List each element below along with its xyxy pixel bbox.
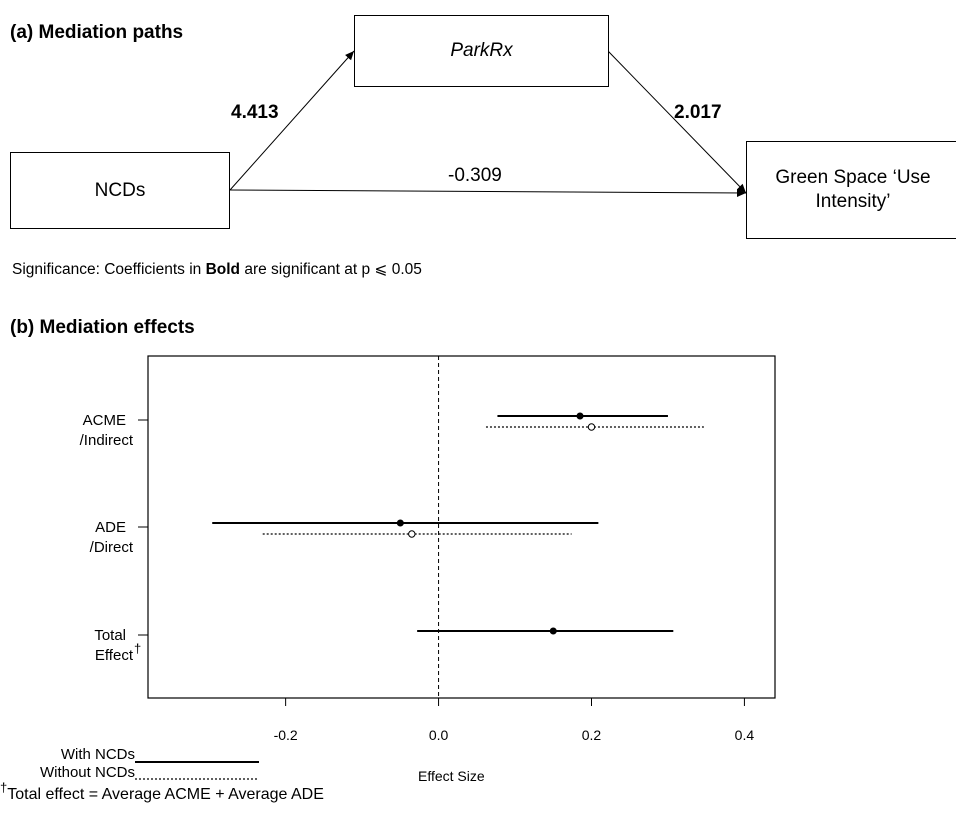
point-estimate-with-ncds bbox=[396, 519, 404, 527]
plot-frame bbox=[147, 355, 776, 699]
arrow-ncds-to-parkrx bbox=[229, 50, 355, 191]
coef-direct: -0.309 bbox=[448, 165, 502, 186]
y-category-dagger: † bbox=[134, 641, 141, 656]
footnote: †Total effect = Average ACME + Average A… bbox=[0, 780, 324, 804]
footnote-dagger: † bbox=[0, 780, 8, 795]
node-ncds-label: NCDs bbox=[94, 179, 146, 201]
path-arrows bbox=[229, 50, 747, 197]
footnote-text: Total effect = Average ACME + Average AD… bbox=[7, 786, 324, 803]
forest-plot: -0.2 0.0 0.2 0.4 ACME/Indirect ADE/Direct Tota… bbox=[80, 355, 776, 743]
coef-b-path: 2.017 bbox=[674, 102, 722, 123]
x-tick-label: 0.0 bbox=[429, 727, 449, 743]
node-parkrx-label: ParkRx bbox=[450, 40, 513, 61]
significance-suffix: are significant at p ⩽ 0.05 bbox=[240, 261, 422, 278]
y-category-label-line1: ADE bbox=[95, 519, 126, 536]
node-ncds: NCDs bbox=[10, 152, 230, 229]
arrow-parkrx-to-greenspace bbox=[607, 50, 747, 194]
y-category-label-line1: ACME bbox=[83, 412, 126, 429]
x-tick-label: 0.4 bbox=[735, 727, 755, 743]
y-category-label-line2: /Direct bbox=[90, 539, 134, 556]
point-estimate-with-ncds bbox=[549, 627, 557, 635]
node-green-space-line1: Green Space ‘Use bbox=[775, 167, 931, 188]
legend-label-without: Without NCDs bbox=[39, 764, 135, 781]
legend-swatches bbox=[135, 761, 259, 780]
significance-bold-word: Bold bbox=[205, 261, 241, 278]
x-tick-label: 0.2 bbox=[582, 727, 602, 743]
legend-label-with: With NCDs bbox=[60, 746, 135, 763]
point-estimate-with-ncds bbox=[576, 412, 584, 420]
x-tick-label: -0.2 bbox=[274, 727, 298, 743]
y-category-label-line2: Effect bbox=[95, 647, 134, 664]
node-green-space-line2: Intensity’ bbox=[815, 191, 891, 212]
x-axis-title: Effect Size bbox=[418, 768, 485, 784]
significance-prefix: Significance: Coefficients in bbox=[12, 261, 206, 278]
node-parkrx: ParkRx bbox=[354, 15, 609, 87]
arrow-ncds-to-greenspace bbox=[229, 188, 747, 197]
significance-note: Significance: Coefficients in Bold are s… bbox=[12, 260, 422, 279]
point-estimate-without-ncds bbox=[587, 423, 596, 431]
node-green-space: Green Space ‘Use Intensity’ bbox=[746, 141, 956, 239]
point-estimate-without-ncds bbox=[408, 530, 416, 538]
panel-a-heading: (a) Mediation paths bbox=[10, 22, 184, 43]
y-category-label-line2: /Indirect bbox=[80, 432, 134, 449]
y-category-label-line1: Total bbox=[94, 627, 126, 644]
coef-a-path: 4.413 bbox=[231, 102, 279, 123]
panel-b-heading: (b) Mediation effects bbox=[10, 317, 195, 338]
